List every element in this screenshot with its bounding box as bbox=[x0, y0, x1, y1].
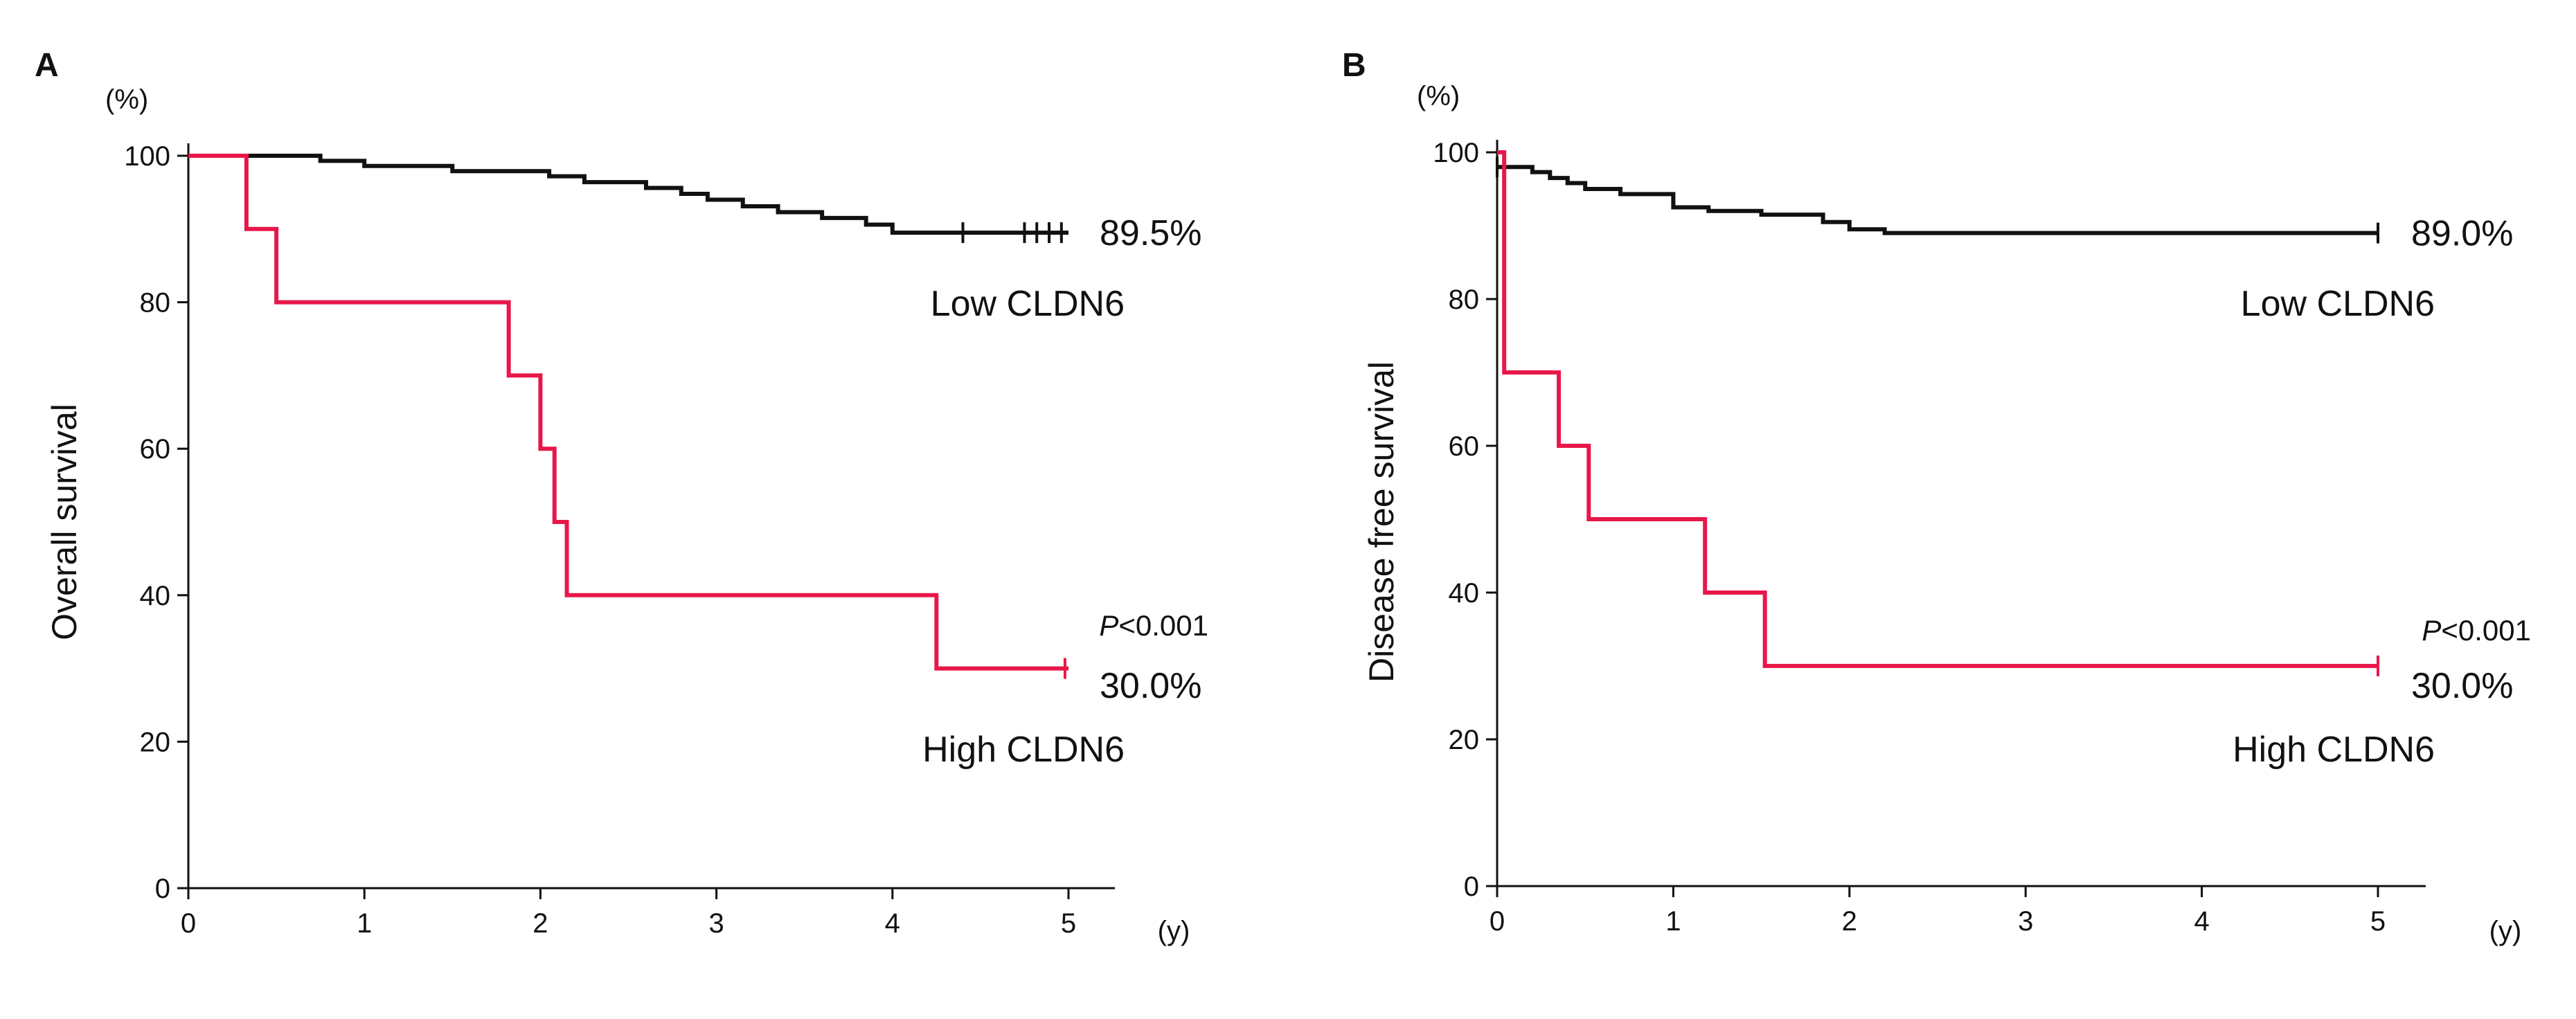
x-tick-label: 2 bbox=[533, 908, 548, 939]
x-tick-label: 1 bbox=[1665, 906, 1681, 937]
x-tick-label: 1 bbox=[357, 908, 372, 939]
x-tick-label: 4 bbox=[885, 908, 900, 939]
y-unit-label: (%) bbox=[105, 84, 148, 115]
high-cldn6-survival-line bbox=[1497, 150, 2378, 668]
x-tick-label: 0 bbox=[181, 908, 196, 939]
high-cldn6-survival-line bbox=[188, 154, 1068, 671]
y-tick-label: 40 bbox=[140, 581, 171, 611]
high-cldn6-end-value: 30.0% bbox=[1100, 666, 1201, 706]
y-tick-label: 40 bbox=[1449, 578, 1480, 608]
low-cldn6-end-value: 89.0% bbox=[2411, 214, 2513, 254]
low-cldn6-end-value: 89.5% bbox=[1100, 213, 1201, 253]
y-axis-title: Overall survival bbox=[45, 404, 84, 640]
x-tick-label: 2 bbox=[1842, 906, 1857, 937]
panel-letter: B bbox=[1342, 47, 1366, 84]
x-unit-label: (y) bbox=[1158, 916, 1190, 946]
y-tick-label: 60 bbox=[1449, 431, 1480, 462]
high-cldn6-label: High CLDN6 bbox=[2233, 730, 2435, 770]
x-tick-label: 5 bbox=[1061, 908, 1076, 939]
low-cldn6-survival-line bbox=[188, 154, 1068, 235]
high-cldn6-end-value: 30.0% bbox=[2411, 666, 2513, 706]
p-value-rest: <0.001 bbox=[1118, 609, 1208, 642]
low-cldn6-survival-line bbox=[1497, 165, 2378, 235]
y-tick-label: 0 bbox=[155, 874, 170, 904]
y-tick-label: 100 bbox=[1433, 138, 1479, 168]
p-value-italic: P bbox=[1099, 609, 1118, 642]
p-value-italic: P bbox=[2422, 614, 2441, 647]
x-tick-label: 0 bbox=[1490, 906, 1505, 937]
x-tick-label: 3 bbox=[708, 908, 724, 939]
y-tick-label: 80 bbox=[140, 288, 171, 318]
panel-letter: A bbox=[35, 47, 59, 84]
y-tick-label: 20 bbox=[140, 727, 171, 757]
p-value-label: P<0.001 bbox=[2422, 614, 2531, 647]
y-tick-label: 60 bbox=[140, 434, 171, 465]
panel-b-disease-free-survival: B 0 20 40 60 80 100 0 1 2 3 4 5 (%) (y) Disease free su… bbox=[1342, 47, 2531, 946]
p-value-label: P<0.001 bbox=[1099, 609, 1208, 642]
y-tick-label: 80 bbox=[1449, 285, 1480, 315]
x-unit-label: (y) bbox=[2489, 916, 2522, 946]
low-cldn6-label: Low CLDN6 bbox=[2241, 284, 2435, 324]
y-axis-title: Disease free survival bbox=[1362, 361, 1401, 683]
high-cldn6-label: High CLDN6 bbox=[922, 730, 1125, 770]
y-tick-label: 20 bbox=[1449, 725, 1480, 755]
low-cldn6-label: Low CLDN6 bbox=[931, 284, 1125, 324]
y-tick-label: 100 bbox=[124, 141, 170, 172]
panel-a-overall-survival: A 0 20 40 60 80 100 0 1 2 3 4 5 (%) (y) Overall surviva… bbox=[35, 47, 1208, 946]
x-tick-label: 5 bbox=[2370, 906, 2386, 937]
y-unit-label: (%) bbox=[1417, 81, 1460, 111]
x-tick-label: 4 bbox=[2194, 906, 2209, 937]
x-tick-label: 3 bbox=[2018, 906, 2033, 937]
p-value-rest: <0.001 bbox=[2441, 614, 2531, 647]
y-tick-label: 0 bbox=[1464, 872, 1479, 902]
